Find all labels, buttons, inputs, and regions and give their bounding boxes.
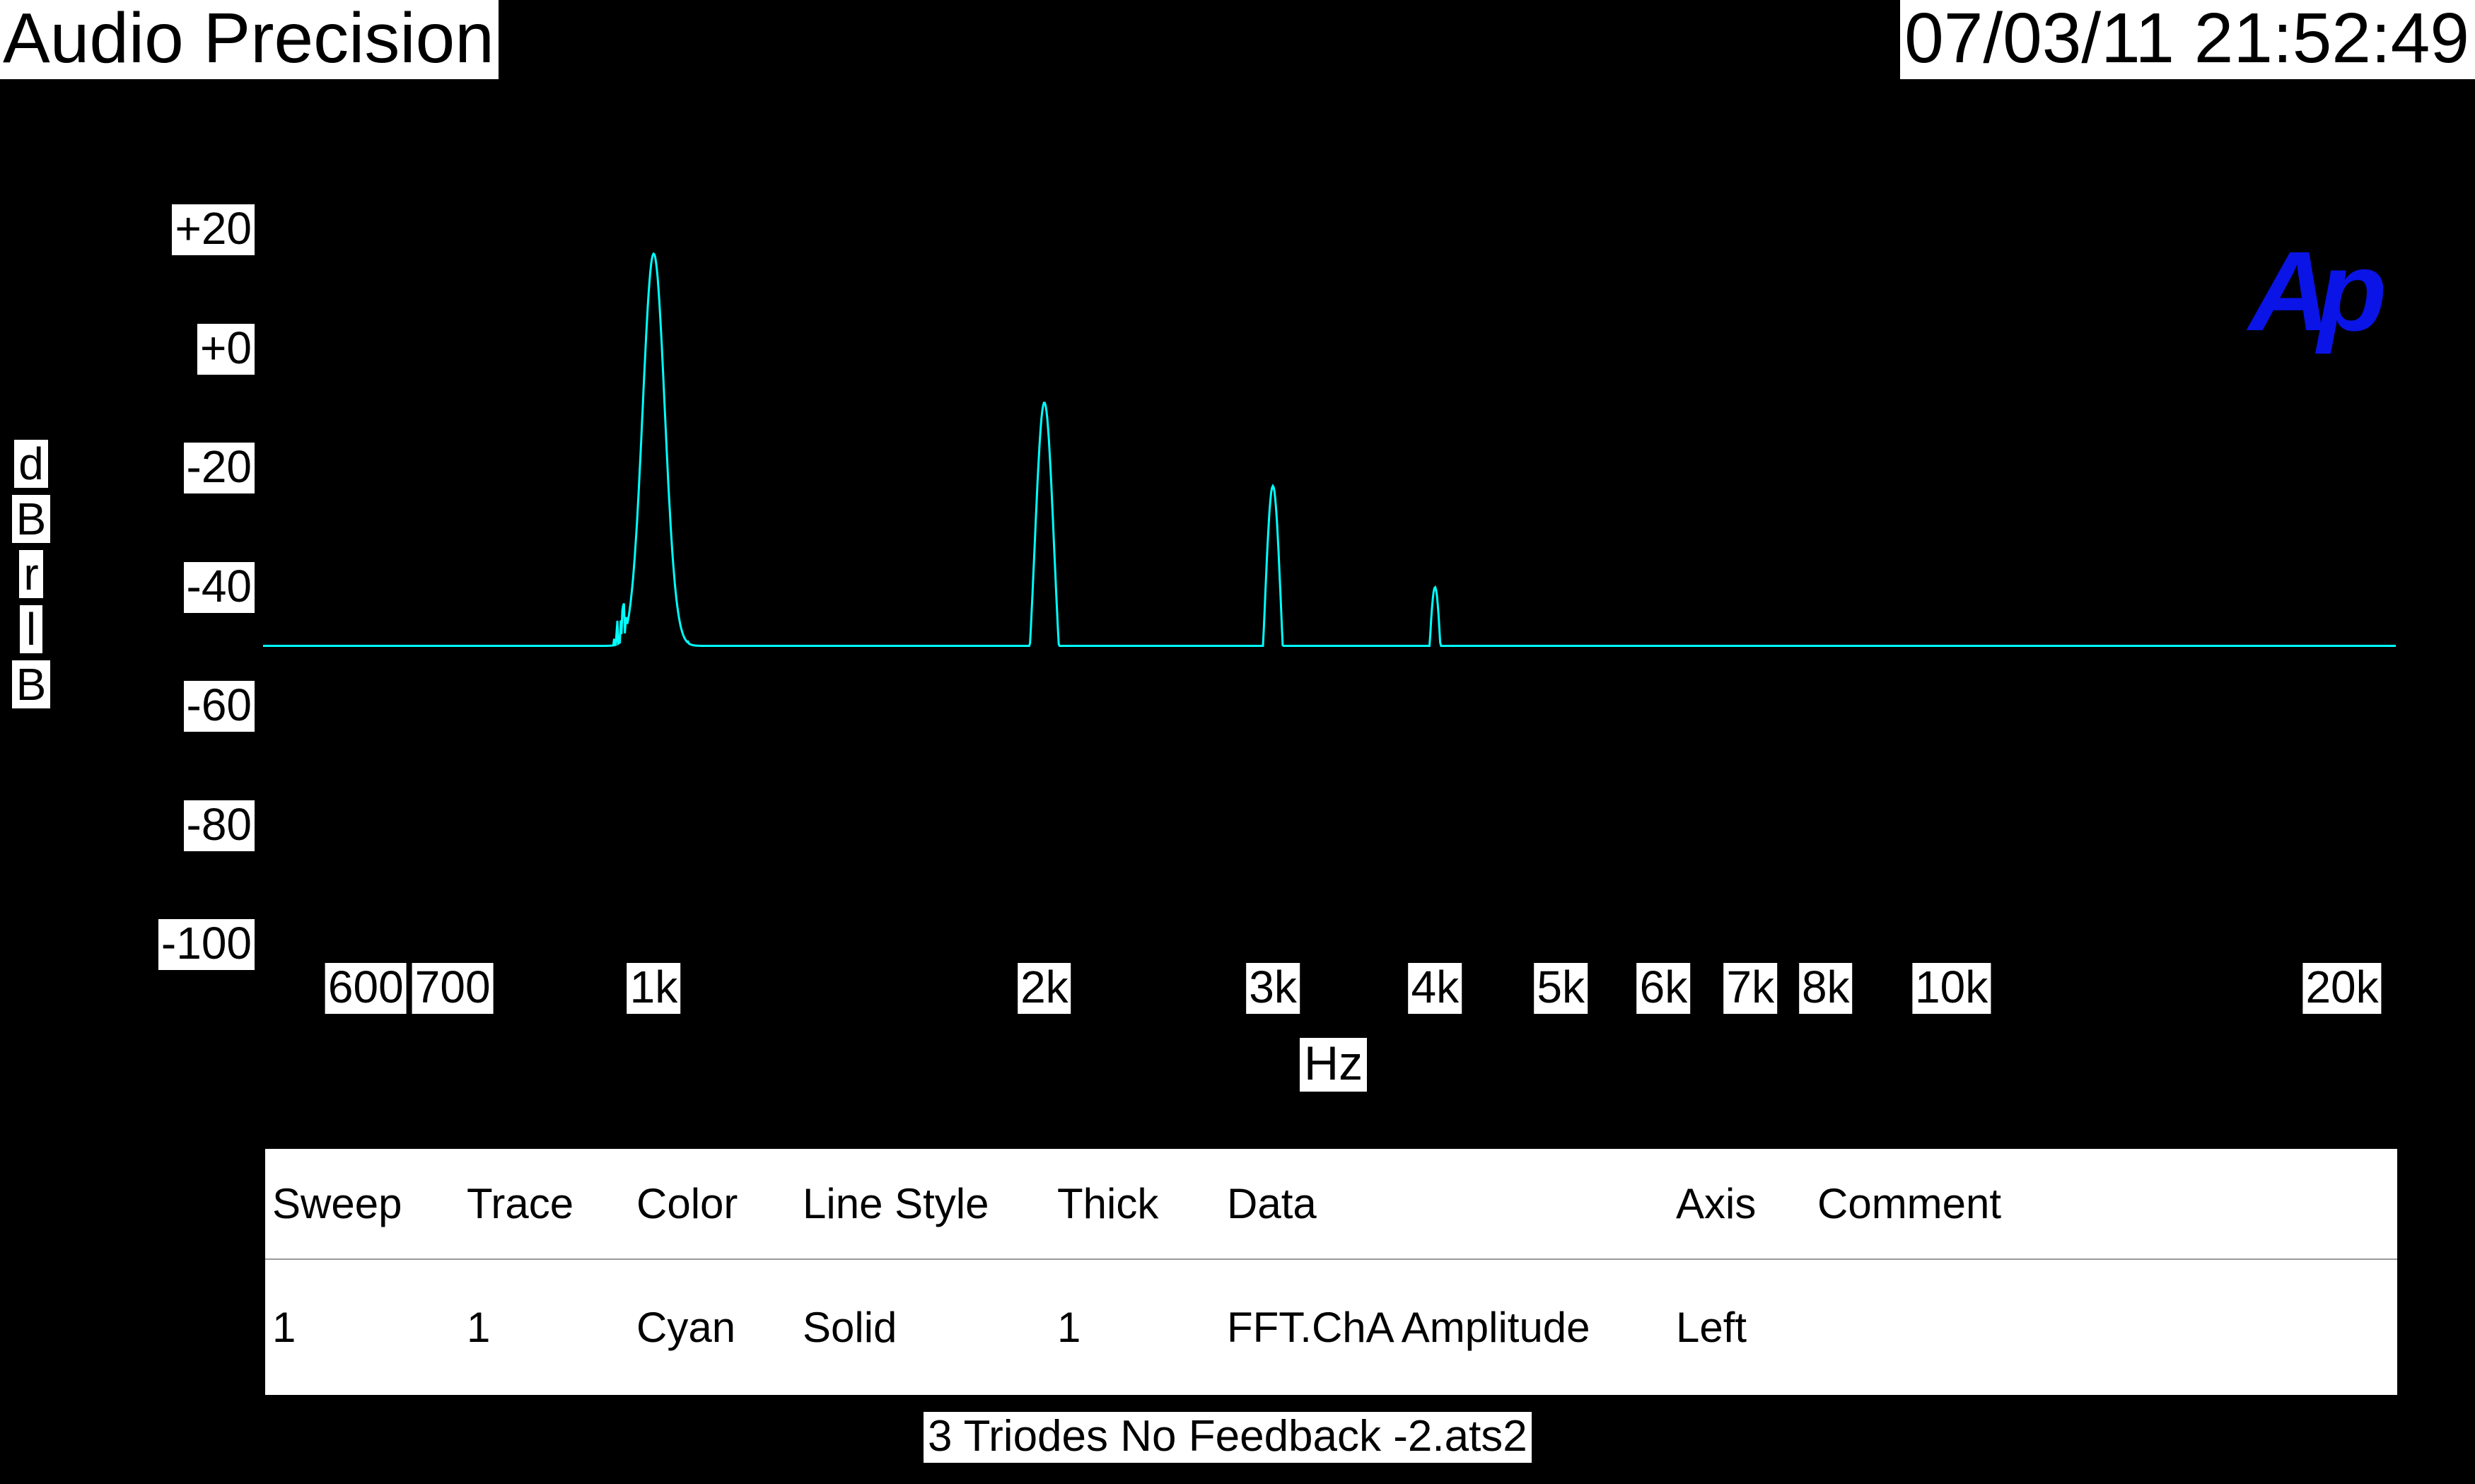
legend-cell-comment	[1810, 1259, 2397, 1395]
y-tick-label: -60	[183, 681, 255, 732]
y-tick-label: +0	[197, 323, 255, 375]
y-axis-label-char: r	[19, 550, 43, 598]
legend-header-data: Data	[1220, 1149, 1669, 1261]
legend-table: Sweep Trace Color Line Style Thick Data …	[265, 1149, 2397, 1395]
y-axis-label-char: d	[14, 440, 48, 488]
x-tick-label: 6k	[1636, 963, 1691, 1014]
y-tick-label: -100	[158, 919, 255, 970]
y-axis-label-char: l	[20, 605, 42, 653]
legend-header-color: Color	[629, 1149, 796, 1261]
legend-cell-sweep: 1	[272, 1304, 296, 1352]
legend-header-trace: Trace	[460, 1149, 629, 1261]
x-tick-label: 8k	[1798, 963, 1853, 1014]
legend-cell-axis: Left	[1676, 1304, 1747, 1352]
timestamp: 07/03/11 21:52:49	[1900, 0, 2475, 79]
ap-logo: Ap	[2249, 228, 2387, 354]
x-tick-label: 20k	[2302, 963, 2382, 1014]
y-tick-label: -80	[183, 800, 255, 851]
y-axis-label: d B r l B	[11, 440, 51, 708]
app-title: Audio Precision	[0, 0, 499, 79]
legend-cell-trace: 1	[467, 1304, 491, 1352]
y-tick-label: -20	[183, 443, 255, 493]
legend-header-line-style: Line Style	[796, 1149, 1050, 1261]
x-tick-label: 5k	[1534, 963, 1588, 1014]
legend-header-sweep: Sweep	[265, 1149, 460, 1261]
x-tick-label: 10k	[1912, 963, 1991, 1014]
legend-header-row: Sweep Trace Color Line Style Thick Data …	[265, 1149, 2397, 1261]
x-axis-label: Hz	[1300, 1038, 1368, 1092]
y-tick-label: +20	[172, 204, 255, 255]
x-tick-label: 7k	[1723, 963, 1778, 1014]
x-tick-label: 1k	[627, 963, 681, 1014]
file-name: 3 Triodes No Feedback -2.ats2	[924, 1412, 1532, 1463]
y-axis-label-char: B	[11, 660, 51, 708]
y-tick-label: -40	[183, 561, 255, 613]
x-tick-label: 3k	[1246, 963, 1300, 1014]
x-tick-label: 2k	[1018, 963, 1071, 1014]
legend-cell-line-style: Solid	[803, 1304, 897, 1352]
x-tick-label: 600	[325, 963, 407, 1014]
x-tick-label: 700	[412, 963, 494, 1014]
legend-row: 1 1 Cyan Solid 1 FFT.ChA Amplitude Left	[265, 1259, 2397, 1395]
legend-cell-color: Cyan	[636, 1304, 736, 1352]
legend-header-axis: Axis	[1669, 1149, 1810, 1261]
legend-header-comment: Comment	[1810, 1149, 2397, 1261]
legend-header-thick: Thick	[1050, 1149, 1220, 1261]
legend-cell-data: FFT.ChA Amplitude	[1227, 1304, 1590, 1352]
legend-cell-thick: 1	[1057, 1304, 1081, 1352]
y-axis-label-char: B	[11, 495, 51, 543]
series-line	[263, 252, 2396, 647]
x-tick-label: 4k	[1408, 963, 1462, 1014]
